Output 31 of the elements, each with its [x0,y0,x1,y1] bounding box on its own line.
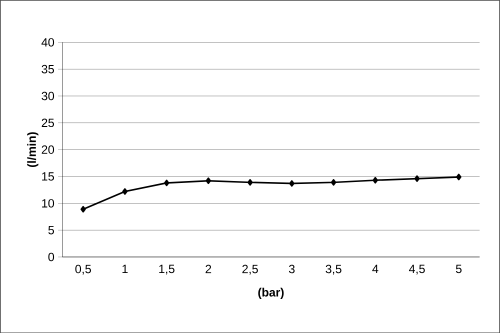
y-tick-label: 0 [48,252,54,262]
x-tick-label: 4,5 [408,264,425,274]
x-tick-label: 2,5 [242,264,258,275]
point [330,178,336,186]
y-tick-label: 40 [41,38,54,46]
x-tick-label: 1 [122,264,128,273]
x-tick-label: 1,5 [159,264,174,274]
y-tick-label: 25 [42,118,54,127]
y-tick-label: 20 [42,145,54,154]
y-tick-label: 15 [42,172,54,181]
y-tick-label: 5 [48,226,54,234]
point [164,180,170,186]
x-tick-label: 5 [456,264,462,273]
point [122,188,128,195]
x-tick-label: 3 [288,264,295,274]
y-tick-label: 35 [42,64,54,74]
y-axis-title: (l/min) [27,132,38,167]
x-tick-label: 2 [206,264,212,274]
point [414,175,420,182]
x-tick-label: 0,5 [75,264,91,275]
point [247,178,253,186]
y-tick-label: 30 [42,92,54,100]
x-axis-title: (bar) [258,288,284,299]
y-tick-label: 10 [42,198,54,208]
point [289,180,295,187]
point [206,177,212,184]
point [372,176,378,184]
x-tick-label: 3,5 [326,264,342,275]
x-tick-label: 4 [372,264,378,273]
point [456,174,462,180]
point [80,206,86,212]
